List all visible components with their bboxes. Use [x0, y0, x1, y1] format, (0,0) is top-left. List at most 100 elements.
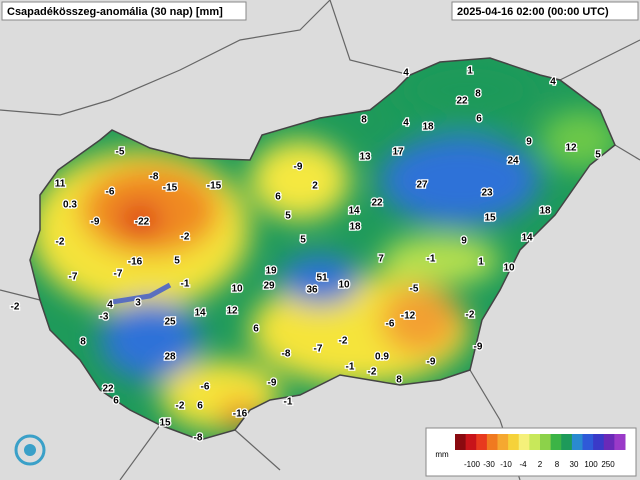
station-value: 4 [403, 118, 409, 129]
country-border [29, 57, 616, 441]
station-value: 0.3 [63, 200, 77, 211]
station-value: 10 [231, 284, 243, 295]
timestamp: 2025-04-16 02:00 (00:00 UTC) [457, 6, 609, 18]
station-value: 10 [338, 280, 350, 291]
station-value: 4 [107, 300, 113, 311]
station-value: -2 [466, 310, 475, 321]
legend-label: -10 [500, 460, 512, 469]
station-value: -1 [346, 362, 355, 373]
station-value: 9 [461, 236, 467, 247]
station-value: -1 [284, 397, 293, 408]
legend-swatch [603, 434, 615, 450]
station-value: -2 [181, 232, 190, 243]
station-value: -8 [150, 172, 159, 183]
station-value: -6 [106, 187, 115, 198]
legend-swatch [508, 434, 520, 450]
station-value: -1 [427, 254, 436, 265]
station-value: 10 [503, 263, 515, 274]
legend-swatch [465, 434, 477, 450]
legend-label: 30 [570, 460, 579, 469]
station-value: 14 [521, 233, 533, 244]
station-value: 5 [174, 256, 180, 267]
station-value: -7 [69, 272, 78, 283]
legend-label: -4 [519, 460, 527, 469]
station-value: -2 [339, 336, 348, 347]
legend-swatch [593, 434, 605, 450]
station-value: 28 [164, 352, 176, 363]
legend-swatch [582, 434, 594, 450]
station-value: -9 [474, 342, 483, 353]
legend-swatch [476, 434, 488, 450]
legend-swatch [540, 434, 552, 450]
station-value: 14 [348, 206, 360, 217]
station-value: 13 [359, 152, 371, 163]
station-value: 6 [476, 114, 482, 125]
station-value: 1 [478, 257, 484, 268]
station-value: 6 [197, 401, 203, 412]
legend-label: 250 [601, 460, 615, 469]
station-value: -15 [163, 183, 178, 194]
station-value: 8 [475, 89, 481, 100]
station-value: -5 [116, 147, 125, 158]
legend-unit: mm [435, 450, 449, 459]
legend-label: 100 [584, 460, 598, 469]
legend-label: 8 [555, 460, 560, 469]
title: Csapadékösszeg-anomália (30 nap) [mm] [7, 6, 223, 18]
station-value: -2 [368, 367, 377, 378]
station-value: 7 [378, 254, 384, 265]
station-value: 25 [164, 317, 176, 328]
station-value: 15 [484, 213, 496, 224]
station-value: 15 [159, 418, 171, 429]
station-value: -9 [91, 217, 100, 228]
station-value: 5 [285, 211, 291, 222]
station-value: -9 [268, 378, 277, 389]
station-value: -1 [181, 279, 190, 290]
station-value: 22 [456, 96, 468, 107]
legend-swatch [497, 434, 509, 450]
station-value: -16 [128, 257, 143, 268]
station-value: 9 [526, 137, 532, 148]
legend: -100 -30 -10 -4 2 8 30 100 250 [455, 434, 626, 469]
station-value: 8 [396, 375, 402, 386]
station-value: 8 [80, 337, 86, 348]
station-value: 22 [102, 384, 114, 395]
legend-label: -100 [464, 460, 481, 469]
legend-swatch [455, 434, 467, 450]
station-value: 11 [55, 179, 66, 190]
station-value: -22 [135, 217, 150, 228]
station-value: 18 [422, 122, 434, 133]
station-value: 6 [253, 324, 259, 335]
timestamp-box [451, 1, 639, 21]
station-value: 4 [550, 77, 556, 88]
station-value: -15 [207, 181, 222, 192]
station-value: 6 [113, 396, 119, 407]
station-value: -2 [176, 401, 185, 412]
station-value: -2 [11, 302, 20, 313]
legend-swatch [518, 434, 530, 450]
station-value: 14 [194, 308, 206, 319]
station-value: 27 [416, 180, 428, 191]
station-value: 8 [361, 115, 367, 126]
legend-swatch [550, 434, 562, 450]
station-value: 19 [265, 266, 277, 277]
station-value: -9 [294, 162, 303, 173]
legend-label: 2 [538, 460, 543, 469]
station-value: 12 [565, 143, 577, 154]
station-value: -9 [427, 357, 436, 368]
station-value: -7 [314, 344, 323, 355]
station-value: -3 [100, 312, 109, 323]
station-value: 5 [595, 150, 601, 161]
station-value: -7 [114, 269, 123, 280]
station-value: 22 [371, 198, 383, 209]
station-value: -8 [194, 433, 203, 444]
station-value: 0.9 [375, 352, 389, 363]
station-value: -5 [410, 284, 419, 295]
logo [14, 434, 46, 466]
station-value: -6 [201, 382, 210, 393]
station-value: 24 [507, 156, 519, 167]
lake [111, 282, 172, 305]
station-value: 3 [135, 298, 141, 309]
